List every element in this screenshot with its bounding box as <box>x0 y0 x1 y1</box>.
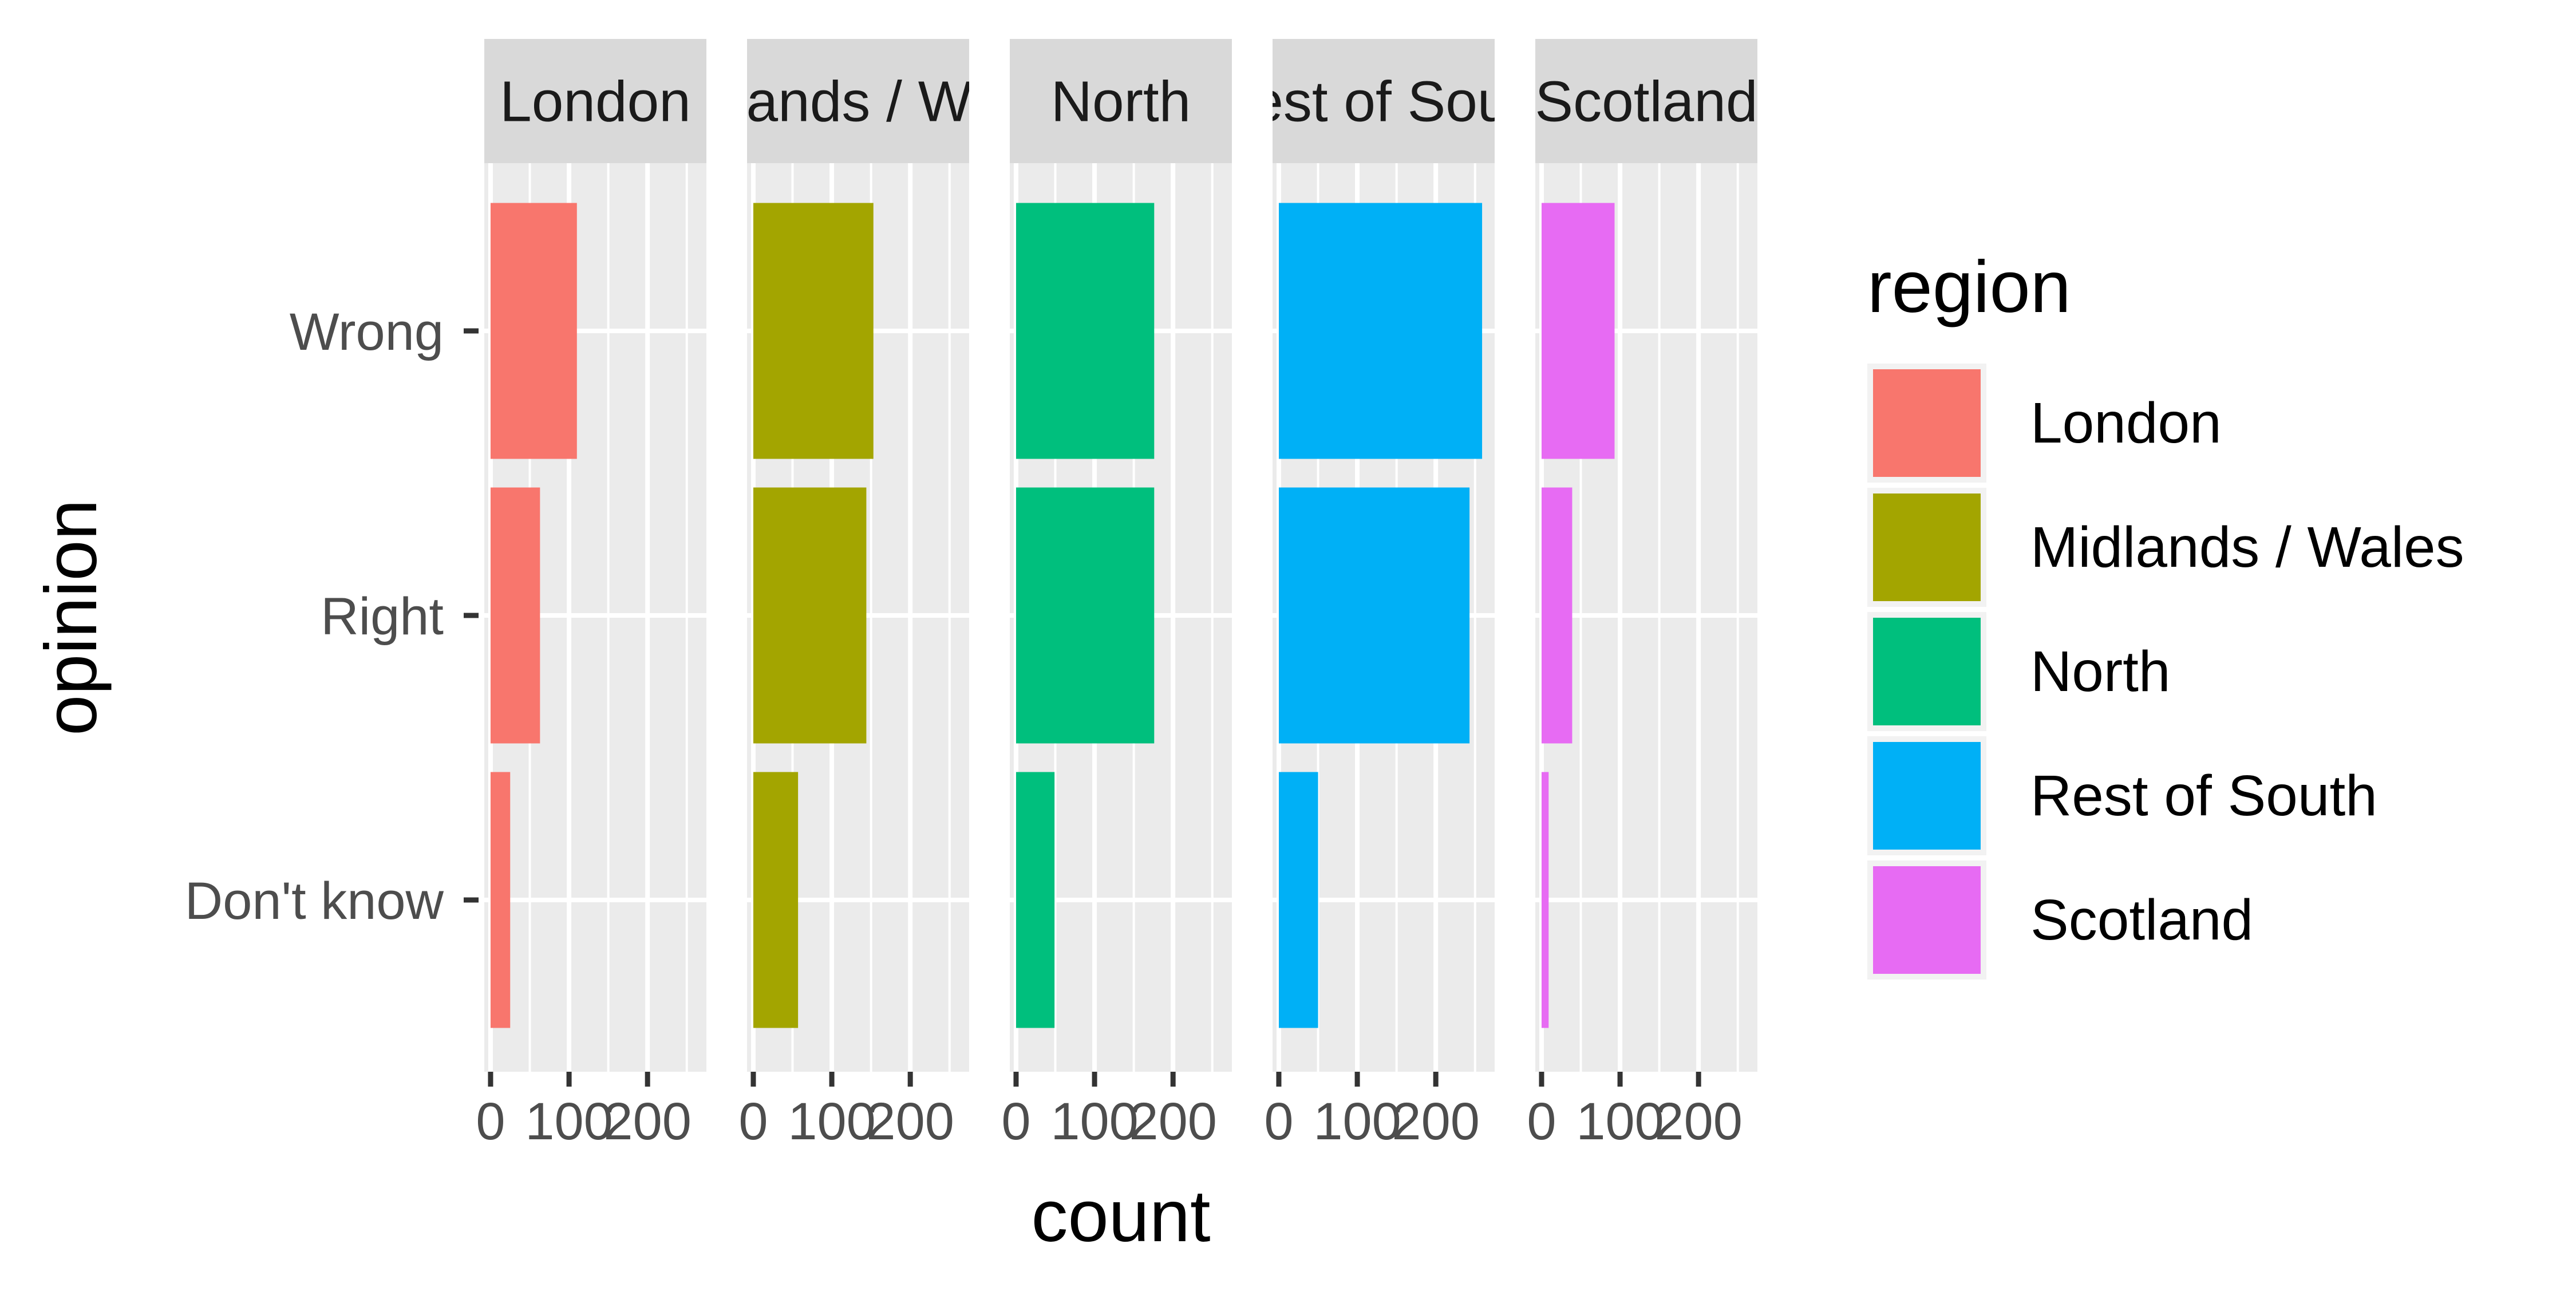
facet-strip <box>1535 39 1757 163</box>
facet-strip-label: London <box>500 70 691 134</box>
facet-strip <box>747 39 969 163</box>
bar <box>1278 203 1483 459</box>
bar <box>490 203 577 459</box>
x-tick-label: 100 <box>525 1092 613 1151</box>
x-tick-label: 100 <box>1050 1092 1139 1151</box>
x-tick-label: 200 <box>603 1092 692 1151</box>
legend-label: Midlands / Wales <box>2030 515 2464 579</box>
y-axis-title: opinion <box>30 499 112 736</box>
y-tick-label: Right <box>321 587 444 646</box>
x-tick-label: 0 <box>1001 1092 1030 1151</box>
legend: region London Midlands / Wales North Rest of… <box>1867 246 2464 980</box>
x-tick-label: 0 <box>738 1092 768 1151</box>
bar <box>753 203 874 459</box>
x-tick-label: 200 <box>1654 1092 1743 1151</box>
legend-swatch <box>1873 618 1981 725</box>
facet-strip <box>1273 39 1495 163</box>
facet-strip-label: Midlands / Wales <box>641 70 1075 134</box>
y-tick-label: Wrong <box>290 303 444 361</box>
legend-label: North <box>2030 639 2171 704</box>
x-tick-label: 0 <box>1264 1092 1293 1151</box>
x-tick-label: 100 <box>788 1092 876 1151</box>
bar <box>1541 203 1615 459</box>
bar <box>490 487 540 744</box>
x-tick-label: 0 <box>476 1092 505 1151</box>
bar <box>1016 772 1055 1028</box>
legend-label: Rest of South <box>2030 764 2377 828</box>
bar <box>1541 487 1573 744</box>
legend-swatch <box>1873 866 1981 974</box>
y-tick-label: Don't know <box>185 872 444 930</box>
bar <box>1278 487 1470 744</box>
facet-strip-label: North <box>1051 70 1191 134</box>
legend-title: region <box>1867 246 2071 328</box>
legend-swatch <box>1873 369 1981 477</box>
facet-strip-label: Scotland <box>1535 70 1757 134</box>
legend-label: Scotland <box>2030 888 2253 952</box>
legend-label: London <box>2030 391 2222 455</box>
bar <box>490 772 511 1028</box>
facet-strip <box>484 39 706 163</box>
bar <box>753 487 867 744</box>
x-tick-label: 0 <box>1527 1092 1556 1151</box>
x-tick-label: 200 <box>1392 1092 1480 1151</box>
bar <box>753 772 799 1028</box>
bar <box>1541 772 1549 1028</box>
x-tick-label: 100 <box>1313 1092 1401 1151</box>
x-tick-label: 100 <box>1576 1092 1664 1151</box>
bar <box>1016 203 1155 459</box>
facet-strip-label: Rest of South <box>1210 70 1557 134</box>
x-tick-label: 200 <box>866 1092 954 1151</box>
bar <box>1016 487 1155 744</box>
facet-strip <box>1010 39 1232 163</box>
x-axis-title: count <box>1031 1175 1210 1257</box>
legend-swatch <box>1873 493 1981 601</box>
bar <box>1278 772 1318 1028</box>
x-tick-label: 200 <box>1129 1092 1217 1151</box>
legend-swatch <box>1873 742 1981 850</box>
